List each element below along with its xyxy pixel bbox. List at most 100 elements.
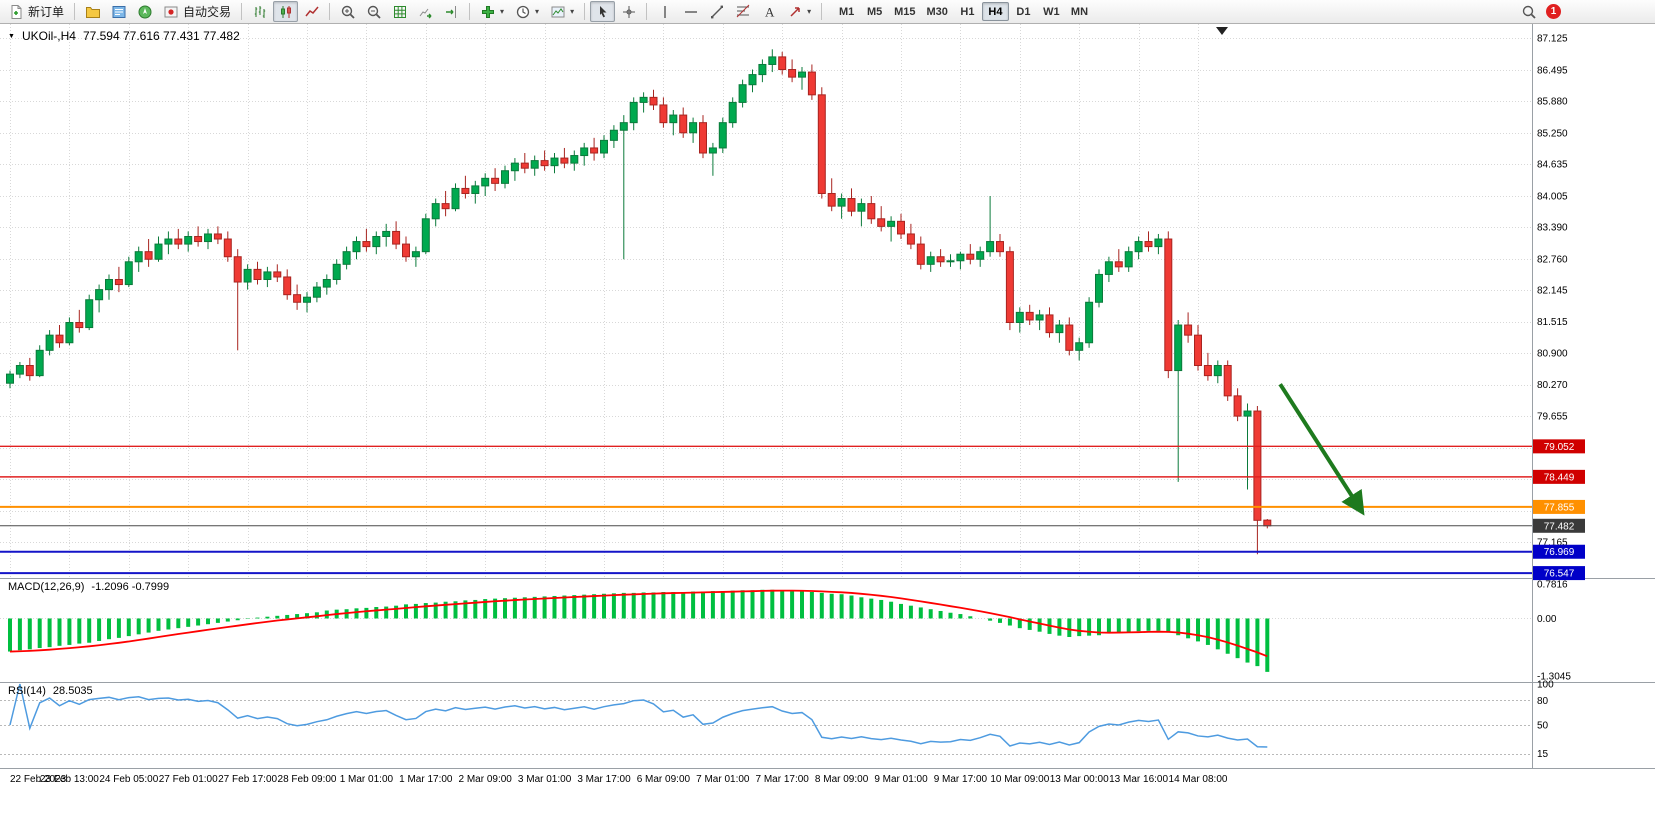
candle (134, 246, 143, 272)
time-axis-label: 2 Mar 09:00 (459, 774, 513, 785)
candle (867, 196, 876, 224)
timeframe-button-M1[interactable]: M1 (833, 2, 860, 21)
dropdown-caret-icon[interactable]: ▾ (807, 7, 812, 16)
text-button[interactable]: A (756, 1, 781, 22)
macd-title: MACD(12,26,9) (8, 581, 85, 593)
new-order-button[interactable]: 新订单 (3, 1, 69, 22)
candle (560, 147, 569, 169)
candle (45, 330, 54, 356)
candle (887, 216, 896, 242)
zoom-in-button[interactable] (335, 1, 360, 22)
price-axis-label: 85.250 (1537, 128, 1568, 139)
candlestick-chart-button[interactable] (273, 1, 299, 22)
market-watch-button[interactable] (106, 1, 131, 22)
grid-button[interactable] (387, 1, 412, 22)
timeframe-button-H4[interactable]: H4 (981, 2, 1009, 21)
price-axis-label: 85.880 (1537, 96, 1568, 107)
dropdown-caret-icon[interactable]: ▾ (535, 7, 540, 16)
dropdown-caret-icon[interactable]: ▾ (570, 7, 575, 16)
crosshair-button[interactable] (616, 1, 641, 22)
rsi-value: 28.5035 (52, 685, 93, 697)
arrows-button[interactable]: ▾ (782, 1, 816, 22)
new-order-label: 新订单 (28, 5, 65, 19)
price-axis[interactable]: 87.125 86.495 85.880 85.250 84.635 84.005 83.3… (1537, 33, 1571, 760)
price-badge-label: 78.449 (1544, 472, 1575, 483)
auto-scroll-button[interactable] (413, 1, 438, 22)
price-axis-label: 79.655 (1537, 411, 1568, 422)
time-axis-label: 9 Mar 17:00 (934, 774, 988, 785)
candle (1184, 312, 1193, 343)
horizontal-line-button[interactable] (678, 1, 703, 22)
time-axis-label: 22 Feb 2023 (10, 774, 67, 785)
notification-badge[interactable]: 1 (1546, 4, 1561, 19)
cursor-button[interactable] (590, 1, 616, 22)
pane-borders (0, 24, 1655, 769)
candle (778, 51, 787, 75)
candle (154, 236, 163, 262)
time-axis-label: 24 Feb 05:00 (99, 774, 158, 785)
text-icon: A (765, 4, 775, 19)
periods-button[interactable]: ▾ (510, 1, 544, 22)
search-button[interactable] (1516, 1, 1541, 22)
line-chart-button[interactable] (299, 1, 324, 22)
candle (402, 236, 410, 262)
candle (431, 198, 440, 227)
price-level-badge (1533, 544, 1585, 559)
fibonacci-button[interactable] (730, 1, 755, 22)
candle (273, 264, 282, 283)
price-axis-label: 83.390 (1537, 222, 1568, 233)
candle (1005, 246, 1014, 331)
candle (807, 64, 816, 100)
navigator-button[interactable] (132, 1, 157, 22)
candle (708, 142, 717, 176)
templates-button[interactable]: ▾ (545, 1, 579, 22)
candle (768, 49, 777, 73)
profiles-button[interactable] (80, 1, 105, 22)
candle (639, 92, 648, 113)
candle (441, 190, 450, 217)
chart-shift-button[interactable] (439, 1, 464, 22)
trend-arrow[interactable] (1278, 383, 1365, 516)
auto-trading-button[interactable]: 自动交易 (158, 1, 236, 22)
timeframe-button-MN[interactable]: MN (1066, 2, 1093, 21)
timeframe-button-M15[interactable]: M15 (889, 2, 920, 21)
price-chart-canvas[interactable]: 87.125 86.495 85.880 85.250 84.635 84.005 83.3… (0, 24, 1655, 825)
zoom-out-button[interactable] (361, 1, 386, 22)
price-axis-label: 80.270 (1537, 380, 1568, 391)
time-axis-label: 13 Mar 16:00 (1109, 774, 1168, 785)
vertical-line-icon (663, 5, 666, 18)
timeframe-button-H1[interactable]: H1 (954, 2, 981, 21)
candle (649, 89, 658, 111)
macd-indicator (8, 589, 1270, 672)
candle (372, 231, 381, 255)
bar-chart-button[interactable] (247, 1, 272, 22)
candle (788, 59, 797, 83)
chart-window[interactable]: 87.125 86.495 85.880 85.250 84.635 84.005 83.3… (0, 24, 1655, 825)
macd-axis-label: 0.7816 (1537, 580, 1568, 591)
candle (144, 239, 153, 267)
timeframe-button-D1[interactable]: D1 (1010, 2, 1037, 21)
auto-scroll-icon (419, 8, 432, 18)
candle (1015, 307, 1024, 333)
indicators-button[interactable]: ▾ (475, 1, 509, 22)
candle (392, 221, 401, 250)
fibonacci-icon (736, 4, 749, 17)
dropdown-caret-icon[interactable]: ▾ (500, 7, 505, 16)
rsi-axis-label: 50 (1537, 721, 1549, 732)
timeframe-button-W1[interactable]: W1 (1038, 2, 1065, 21)
chart-shift-marker-icon[interactable] (1216, 27, 1228, 35)
vertical-line-button[interactable] (652, 1, 677, 22)
candle (283, 269, 292, 300)
candle (481, 173, 490, 197)
time-axis-label: 27 Feb 17:00 (218, 774, 277, 785)
candle (204, 228, 212, 250)
time-axis-label: 28 Feb 09:00 (278, 774, 337, 785)
ohlc-values: 77.594 77.616 77.431 77.482 (82, 29, 240, 43)
candle (194, 226, 203, 247)
candle (1075, 337, 1084, 361)
timeframe-button-M5[interactable]: M5 (861, 2, 888, 21)
expand-triangle-icon[interactable]: ▼ (8, 32, 15, 40)
timeframe-button-M30[interactable]: M30 (922, 2, 953, 21)
trendline-button[interactable] (704, 1, 729, 22)
